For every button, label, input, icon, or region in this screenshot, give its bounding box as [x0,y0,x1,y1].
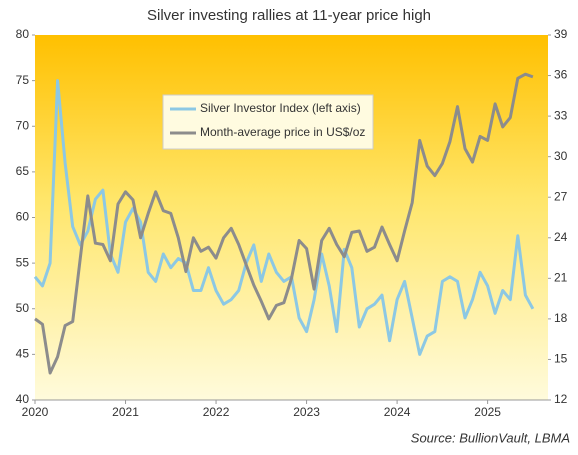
y-tick-label: 70 [16,118,30,132]
plot-area [35,35,548,400]
y-tick-label: 55 [16,255,30,269]
y2-tick-label: 36 [554,68,568,82]
y-tick-label: 60 [16,210,30,224]
series-line [34,72,534,375]
legend [162,94,374,150]
x-tick-label: 2024 [384,405,411,419]
x-tick-label: 2025 [474,405,501,419]
x-tick-label: 2022 [203,405,230,419]
y2-tick-label: 12 [554,392,568,406]
y-tick-label: 80 [16,27,30,41]
chart-title: Silver investing rallies at 11-year pric… [147,7,431,24]
y2-tick-label: 39 [554,27,568,41]
x-tick-label: 2021 [112,405,139,419]
legend-label: Silver Investor Index (left axis) [200,101,361,115]
y2-tick-label: 30 [554,149,568,163]
y-tick-label: 65 [16,164,30,178]
y-tick-label: 75 [16,73,30,87]
y2-tick-label: 27 [554,189,568,203]
source: Source: BullionVault, LBMA [411,430,570,445]
x-tick-label: 2023 [293,405,320,419]
y-tick-label: 45 [16,347,30,361]
y-tick-label: 50 [16,301,30,315]
y2-tick-label: 24 [554,230,568,244]
y2-tick-label: 21 [554,271,568,285]
legend-label: Month-average price in US$/oz [200,125,365,139]
series-line [33,79,535,356]
y2-tick-label: 15 [554,352,568,366]
x-tick-label: 2020 [22,405,49,419]
y2-tick-label: 18 [554,311,568,325]
y2-tick-label: 33 [554,108,568,122]
y-tick-label: 40 [16,392,30,406]
